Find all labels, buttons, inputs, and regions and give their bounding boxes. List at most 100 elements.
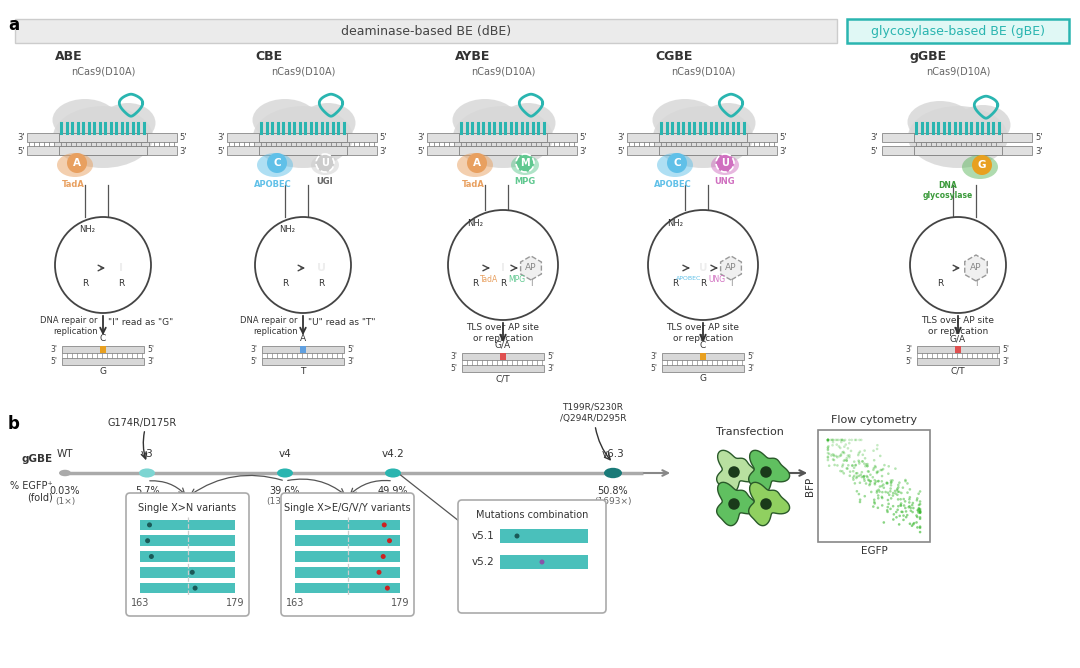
Circle shape [903, 498, 905, 500]
Circle shape [869, 474, 872, 476]
Ellipse shape [453, 106, 553, 168]
Circle shape [894, 468, 896, 470]
Circle shape [890, 480, 892, 482]
Circle shape [901, 510, 904, 513]
Text: 50.8%: 50.8% [597, 486, 629, 496]
Text: 5': 5' [546, 352, 554, 361]
Circle shape [843, 439, 847, 442]
Circle shape [892, 494, 894, 497]
Text: 3': 3' [905, 345, 912, 354]
Text: nCas9(D10A): nCas9(D10A) [671, 66, 735, 76]
Circle shape [895, 516, 897, 518]
Circle shape [842, 460, 846, 462]
Circle shape [858, 460, 861, 463]
Circle shape [839, 470, 841, 472]
Circle shape [667, 153, 687, 173]
Text: 5': 5' [579, 134, 586, 142]
Circle shape [858, 475, 861, 477]
Circle shape [145, 538, 150, 543]
Text: NH₂: NH₂ [279, 224, 295, 234]
Circle shape [897, 505, 900, 508]
Circle shape [919, 526, 921, 529]
FancyBboxPatch shape [659, 146, 747, 155]
Text: 39.6%: 39.6% [270, 486, 300, 496]
Text: 5': 5' [249, 357, 257, 366]
Circle shape [826, 456, 829, 458]
Circle shape [863, 478, 865, 480]
FancyBboxPatch shape [295, 551, 400, 562]
Circle shape [852, 478, 854, 481]
Circle shape [919, 510, 921, 513]
Text: 3': 3' [450, 352, 457, 361]
Polygon shape [748, 450, 789, 494]
Circle shape [859, 450, 861, 453]
Ellipse shape [384, 468, 401, 478]
Circle shape [850, 439, 853, 442]
Text: 5': 5' [50, 357, 57, 366]
Text: nCas9(D10A): nCas9(D10A) [471, 66, 536, 76]
Circle shape [841, 465, 843, 468]
Circle shape [835, 439, 837, 442]
Circle shape [858, 462, 861, 465]
Circle shape [859, 501, 861, 503]
Circle shape [848, 439, 851, 442]
Circle shape [918, 508, 920, 510]
Circle shape [889, 508, 892, 510]
Text: 3': 3' [650, 352, 657, 361]
Text: Single X>N variants: Single X>N variants [138, 503, 237, 513]
Text: APOBEC: APOBEC [254, 180, 292, 189]
Circle shape [377, 570, 381, 574]
Circle shape [878, 490, 881, 493]
FancyBboxPatch shape [281, 493, 414, 616]
Circle shape [876, 448, 878, 450]
Circle shape [916, 499, 918, 502]
Circle shape [897, 486, 900, 488]
Circle shape [919, 525, 921, 528]
Circle shape [866, 465, 868, 468]
FancyBboxPatch shape [147, 133, 177, 142]
Circle shape [833, 454, 835, 456]
Text: C: C [99, 334, 106, 343]
FancyBboxPatch shape [662, 365, 744, 372]
Text: A: A [473, 158, 481, 168]
Circle shape [836, 439, 838, 442]
Text: 3': 3' [747, 364, 754, 373]
Polygon shape [110, 255, 132, 281]
Circle shape [906, 492, 908, 494]
Circle shape [896, 498, 900, 501]
Circle shape [832, 439, 834, 442]
Circle shape [836, 464, 839, 467]
FancyBboxPatch shape [227, 133, 259, 142]
Text: 5': 5' [347, 345, 354, 354]
Circle shape [894, 490, 896, 492]
Circle shape [840, 439, 843, 442]
FancyBboxPatch shape [747, 133, 777, 142]
Circle shape [834, 464, 836, 466]
Circle shape [380, 554, 386, 559]
Text: Flow cytometry: Flow cytometry [831, 415, 917, 425]
FancyBboxPatch shape [59, 133, 147, 142]
Circle shape [516, 154, 534, 172]
Circle shape [886, 509, 889, 512]
Circle shape [885, 491, 887, 493]
Circle shape [384, 586, 390, 591]
Circle shape [861, 476, 863, 478]
FancyBboxPatch shape [917, 346, 999, 353]
Text: G: G [977, 160, 986, 170]
Circle shape [897, 523, 901, 526]
Text: b: b [8, 415, 19, 433]
Circle shape [881, 504, 883, 507]
Text: R: R [672, 279, 678, 289]
Circle shape [840, 441, 842, 444]
FancyBboxPatch shape [126, 493, 249, 616]
Circle shape [864, 465, 867, 468]
Circle shape [267, 153, 287, 173]
Circle shape [906, 514, 908, 516]
Ellipse shape [908, 106, 1008, 168]
Text: 3': 3' [1035, 146, 1042, 156]
Circle shape [863, 475, 865, 478]
FancyBboxPatch shape [62, 346, 144, 353]
Text: (190×): (190×) [131, 497, 163, 506]
Circle shape [908, 522, 912, 525]
Circle shape [882, 484, 885, 486]
